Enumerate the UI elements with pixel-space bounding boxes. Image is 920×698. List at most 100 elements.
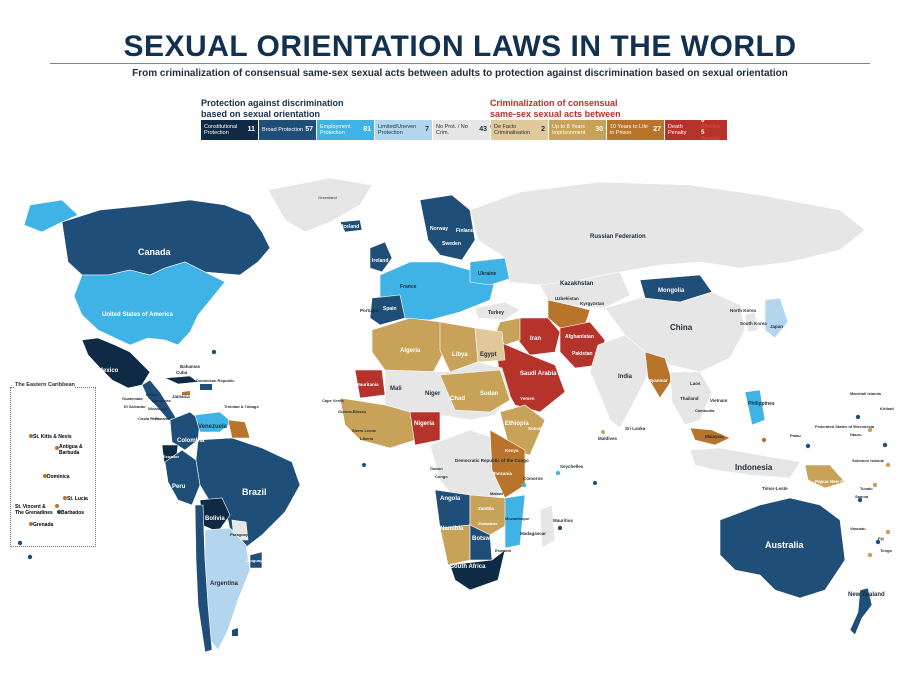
inset-item: Grenada	[33, 522, 54, 528]
island-dot	[27, 554, 33, 560]
label-nauru: Nauru	[850, 432, 862, 437]
country-canada	[61, 199, 271, 276]
country-nigeria	[409, 411, 441, 446]
inset-item: Antigua & Barbuda	[59, 444, 83, 456]
island-dot	[872, 482, 878, 488]
inset-title: The Eastern Caribbean	[15, 382, 75, 388]
label-cape-verde: Cape Verde	[322, 398, 345, 403]
label-marshall: Marshall Islands	[850, 391, 882, 396]
label-bolivia: Bolivia	[205, 516, 225, 522]
legend-none: No Prot. / No Crim. 43	[433, 120, 490, 140]
label-chad: Chad	[450, 396, 465, 402]
label-botswana: Botswana	[472, 536, 501, 542]
label-kazakhstan: Kazakhstan	[560, 281, 594, 287]
country-mexico	[81, 337, 151, 389]
country-west-africa	[339, 397, 416, 449]
country-japan	[764, 297, 789, 339]
label-palau: Palau	[790, 433, 801, 438]
country-east-africa	[489, 429, 526, 499]
label-tuvalu: Tuvalu	[860, 486, 873, 491]
island-dot	[882, 442, 888, 448]
label-vietnam: Vietnam	[710, 398, 727, 403]
map-subtitle: From criminalization of consensual same-…	[132, 68, 788, 79]
inset-dot	[43, 474, 47, 478]
label-iran: Iran	[530, 336, 541, 342]
label-comoros: Comoros	[523, 476, 543, 481]
island-dot	[855, 414, 861, 420]
legend-count: 57	[305, 126, 313, 133]
label-nigeria: Nigeria	[414, 421, 435, 427]
label-turkey: Turkey	[488, 310, 504, 316]
label-china: China	[670, 323, 693, 332]
country-turkey-caucasus	[474, 301, 521, 321]
island-dot	[867, 552, 873, 558]
island-dot	[557, 525, 563, 531]
label-somalia: Somalia	[528, 426, 546, 431]
label-cambodia: Cambodia	[695, 408, 715, 413]
island-dot	[875, 539, 881, 545]
label-liberia: Liberia	[360, 436, 374, 441]
label-tonga: Tonga	[880, 548, 892, 553]
label-nicaragua: Nicaragua	[148, 406, 168, 411]
label-fiji: Fiji	[878, 536, 884, 541]
label-el-salvador: El Salvador	[124, 404, 146, 409]
legend-count: 81	[363, 126, 371, 133]
legend-count: 2	[541, 126, 545, 133]
country-egypt	[474, 327, 506, 363]
label-thailand: Thailand	[680, 396, 699, 401]
island-dot	[211, 349, 217, 355]
label-kenya: Kenya	[505, 448, 519, 453]
island-dot	[362, 463, 366, 467]
country-ukraine	[469, 257, 513, 286]
label-usa: United States of America	[102, 312, 173, 318]
label-south-africa: South Africa	[450, 564, 486, 570]
legend-label: Broad Protection	[262, 127, 303, 133]
legend-protection-heading: Protection against discrimination based …	[201, 98, 344, 119]
label-cuba: Cuba	[176, 370, 188, 375]
island-dot	[885, 462, 891, 468]
legend-tenlife: 10 Years to Life in Prison 27	[607, 120, 664, 140]
legend-label: No Prot. / No Crim.	[436, 124, 468, 136]
label-mali: Mali	[390, 386, 402, 392]
island-dot	[867, 427, 873, 433]
label-kiribati: Kiribati	[880, 406, 894, 411]
legend-death-counts: 6 Effective 5 Possible	[701, 118, 724, 142]
label-trinidad: Trinidad & Tobago	[224, 404, 259, 409]
label-congo: Congo	[435, 474, 448, 479]
label-sweden: Sweden	[442, 241, 461, 247]
country-bangladesh-myanmar	[644, 351, 673, 399]
label-guinea-bissau: Guinea-Bissau	[338, 409, 367, 414]
legend-label: De Facto Criminalisation	[494, 124, 531, 136]
legend-death: Death Penalty 6 Effective 5 Possible	[665, 118, 727, 142]
label-new-zealand: New Zealand	[848, 592, 885, 598]
country-scandinavia	[419, 194, 476, 261]
inset-item: St. Vincent & The Grenadines	[15, 504, 53, 516]
legend-count: 11	[247, 126, 255, 133]
label-canada: Canada	[138, 247, 172, 257]
country-korea	[744, 311, 759, 333]
legend-label: Employment Protection	[320, 124, 351, 136]
inset-dot	[29, 522, 33, 526]
label-uzbekistan: Uzbekistan	[555, 296, 579, 301]
label-iceland: Iceland	[342, 224, 359, 230]
label-png: Papua New Guinea	[815, 479, 856, 484]
label-france: France	[400, 284, 417, 290]
label-norway: Norway	[430, 226, 448, 232]
label-portugal: Portugal	[360, 308, 378, 313]
inset-dot	[55, 504, 59, 508]
country-southeast-asia	[669, 371, 713, 426]
label-yemen: Yemen	[520, 396, 535, 401]
country-russia	[469, 181, 866, 286]
label-malaysia: Malaysia	[705, 434, 724, 439]
inset-dot	[63, 496, 67, 500]
label-niger: Niger	[425, 391, 441, 397]
legend-upto8: Up to 8 Years Imprisonment 30	[549, 120, 606, 140]
label-argentina: Argentina	[210, 581, 239, 587]
country-india	[589, 334, 651, 429]
country-iceland	[339, 219, 363, 233]
country-guyanas	[227, 419, 251, 439]
country-antarctic-islands	[232, 628, 238, 636]
label-jamaica: Jamaica	[172, 394, 190, 399]
label-mexico: Mexico	[98, 368, 119, 374]
label-mauritius: Mauritius	[553, 518, 573, 523]
